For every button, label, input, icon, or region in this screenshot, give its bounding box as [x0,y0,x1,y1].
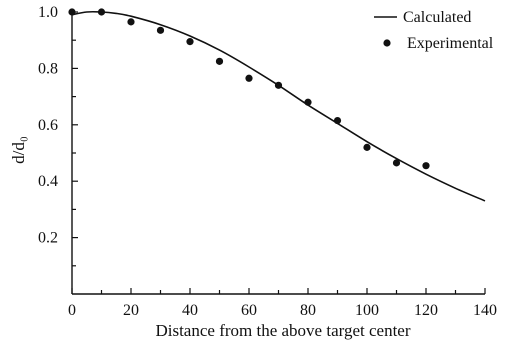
experimental-point [127,18,135,26]
plot-area [68,8,486,202]
x-tick-label: 40 [182,302,198,319]
x-tick-label: 120 [414,302,438,319]
x-tick-label: 20 [123,302,139,319]
x-tick-label: 140 [473,302,497,319]
y-tick-label: 0.4 [38,173,58,190]
experimental-point [392,159,401,167]
experimental-point [304,98,312,106]
x-tick-label: 100 [355,302,379,319]
experimental-point [68,8,76,16]
legend-dot-swatch [383,39,391,47]
legend-label-calculated: Calculated [403,9,471,26]
legend: Calculated Experimental [374,9,494,52]
experimental-point [274,81,283,89]
y-tick-label: 0.6 [38,117,58,134]
axes [71,12,485,295]
y-axis-title: d/d₀ [9,136,28,164]
experimental-point [156,26,165,34]
legend-label-experimental: Experimental [407,35,494,52]
x-tick-label: 80 [300,302,316,319]
experimental-point [215,57,224,65]
x-axis-title: Distance from the above target center [155,321,410,340]
experimental-point [333,116,342,125]
y-tick-label: 0.2 [38,230,58,247]
y-tick-label: 0.8 [38,60,58,77]
experimental-point [363,143,371,151]
x-tick-label: 0 [68,302,76,319]
experimental-point [422,162,430,170]
calculated-line [71,10,486,202]
experimental-point [97,8,106,16]
ticks: 0 20 40 60 80 100 120 140 0.2 0.4 0.6 0.8 1.0 [38,4,497,319]
experimental-point [245,74,253,82]
experimental-point [186,38,194,46]
x-tick-label: 60 [241,302,257,319]
y-tick-label: 1.0 [38,4,58,21]
